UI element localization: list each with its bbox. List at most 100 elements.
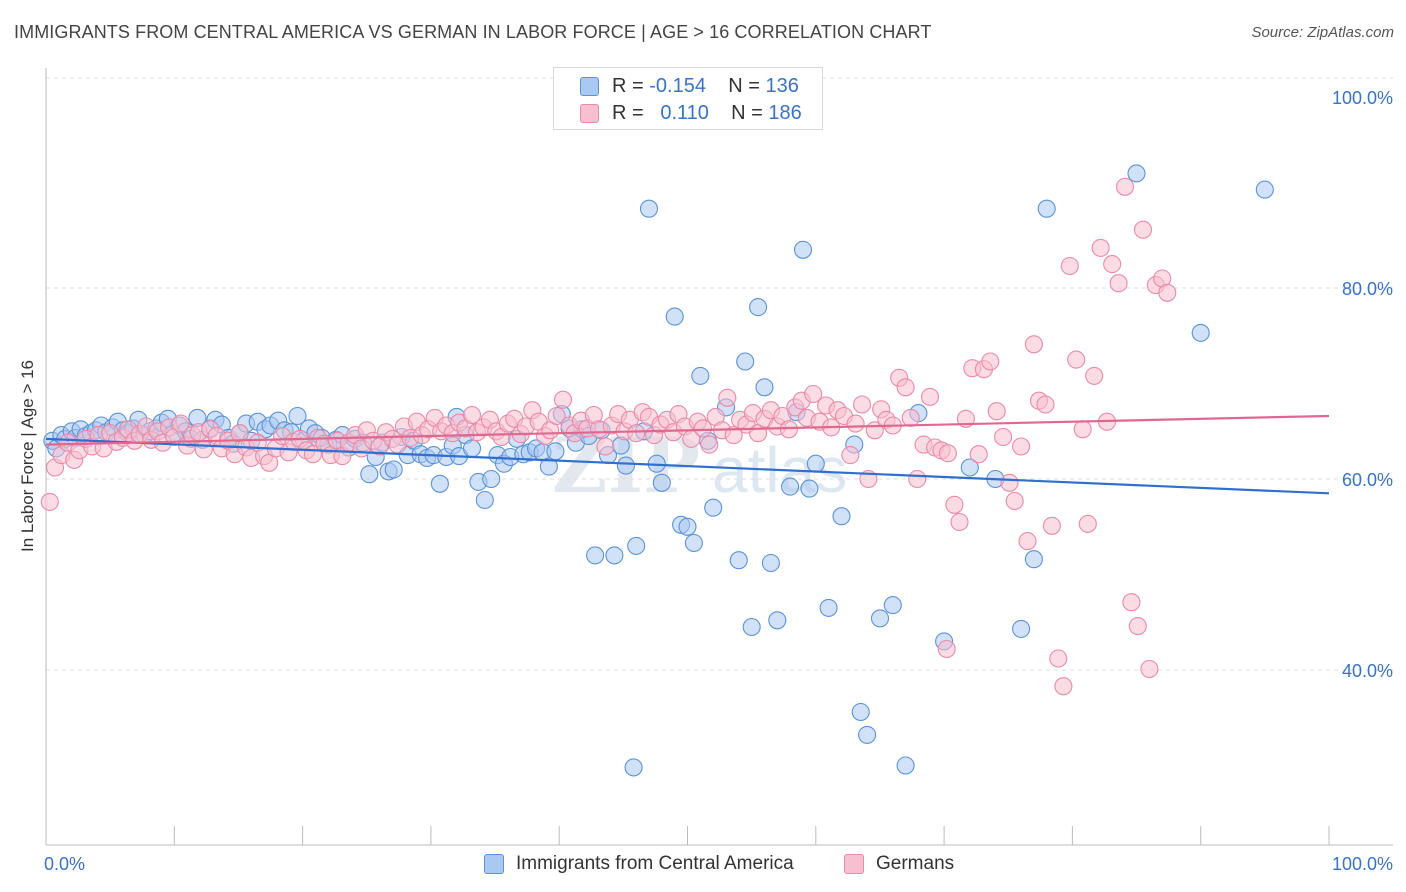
point-central-america [896,756,915,775]
point-germans [937,639,956,659]
point-central-america [1024,550,1043,569]
point-germans [194,440,213,459]
point-central-america [768,611,787,630]
point-germans [1140,659,1159,679]
point-germans [718,388,737,407]
point-central-america [1012,619,1031,638]
point-germans [950,512,969,532]
point-central-america [1037,199,1056,218]
y-tick-label: 60.0% [1342,470,1393,490]
point-germans [987,402,1006,421]
point-central-america [546,442,565,461]
point-germans [1000,473,1019,492]
point-central-america [781,477,800,496]
point-germans [724,426,743,445]
n-value: 136 [765,75,799,97]
point-central-america [624,758,643,777]
n-label: N = [728,75,760,97]
point-germans [627,424,646,443]
point-central-america [883,596,902,615]
point-germans [1158,283,1177,302]
point-central-america [800,479,819,498]
point-germans [40,492,59,511]
point-central-america [742,617,761,637]
legend-swatch-pink [580,104,599,123]
point-central-america [360,465,379,484]
point-germans [1085,366,1104,385]
point-central-america [761,553,780,573]
trend-line-central-america [45,437,1330,495]
point-germans [920,387,940,406]
legend-swatch-blue [484,854,504,874]
point-central-america [605,546,624,565]
point-central-america [586,546,605,565]
r-value: -0.154 [649,75,706,97]
point-central-america [462,439,482,458]
point-central-america [691,366,710,385]
point-central-america [729,551,748,570]
trend-lines [45,414,1330,495]
point-central-america [1255,180,1274,199]
y-tick-label: 40.0% [1342,661,1393,681]
point-central-america [539,457,558,476]
point-germans [1103,255,1122,274]
point-germans [896,378,915,397]
point-germans [1024,335,1043,354]
point-central-america [616,456,635,475]
point-central-america [819,598,838,617]
legend-label: Germans [876,853,955,874]
source-label: Source: ZipAtlas.com [1251,24,1394,41]
point-germans [994,427,1013,447]
series-central-america-points [43,164,1274,777]
point-germans [1054,677,1073,696]
y-tick-label: 100.0% [1332,88,1393,108]
point-central-america [1191,323,1210,342]
point-germans [846,414,865,433]
point-germans [969,445,988,464]
point-central-america [430,474,449,493]
point-germans [1091,238,1110,257]
point-germans [1060,256,1079,276]
point-germans [1073,420,1092,439]
point-central-america [288,406,307,426]
point-germans [1036,395,1055,414]
point-central-america [482,469,501,489]
point-germans [1042,516,1061,535]
correlation-legend: R = -0.154 N = 136 R = 0.110 N = 186 [553,67,823,130]
point-germans [1049,649,1068,668]
r-label: R = [612,102,644,124]
point-germans [700,435,719,454]
point-germans [1067,350,1086,369]
point-germans [938,444,957,463]
x-tick-label: 100.0% [1332,854,1393,874]
tick-labels: 100.0% 80.0% 60.0% 40.0% 0.0% 100.0% [44,88,1393,874]
series-legend: Immigrants from Central America Germans [0,853,1406,879]
chart-title: IMMIGRANTS FROM CENTRAL AMERICA VS GERMA… [14,22,932,42]
legend-label: Immigrants from Central America [516,853,794,874]
point-germans [981,352,1000,371]
point-central-america [678,517,697,536]
point-central-america [736,352,755,371]
point-germans [553,390,573,409]
point-central-america [652,473,671,492]
point-central-america [665,307,684,326]
point-germans [841,446,860,465]
point-central-america [851,702,870,722]
point-germans [1018,532,1037,551]
y-tick-label: 80.0% [1342,279,1393,299]
axes [45,68,1393,846]
point-germans [1133,220,1153,239]
point-central-america [858,725,877,744]
point-central-america [749,298,768,317]
point-germans [171,414,190,433]
legend-row-text: R = -0.154 N = 136 [612,75,799,98]
point-germans [779,420,798,439]
point-germans [1078,514,1097,533]
point-germans [1115,177,1135,196]
point-germans [596,437,615,456]
trend-line-germans [45,414,1330,446]
legend-row-text: R = 0.110 N = 186 [612,102,802,125]
point-germans [945,495,964,514]
point-central-america [755,378,774,397]
